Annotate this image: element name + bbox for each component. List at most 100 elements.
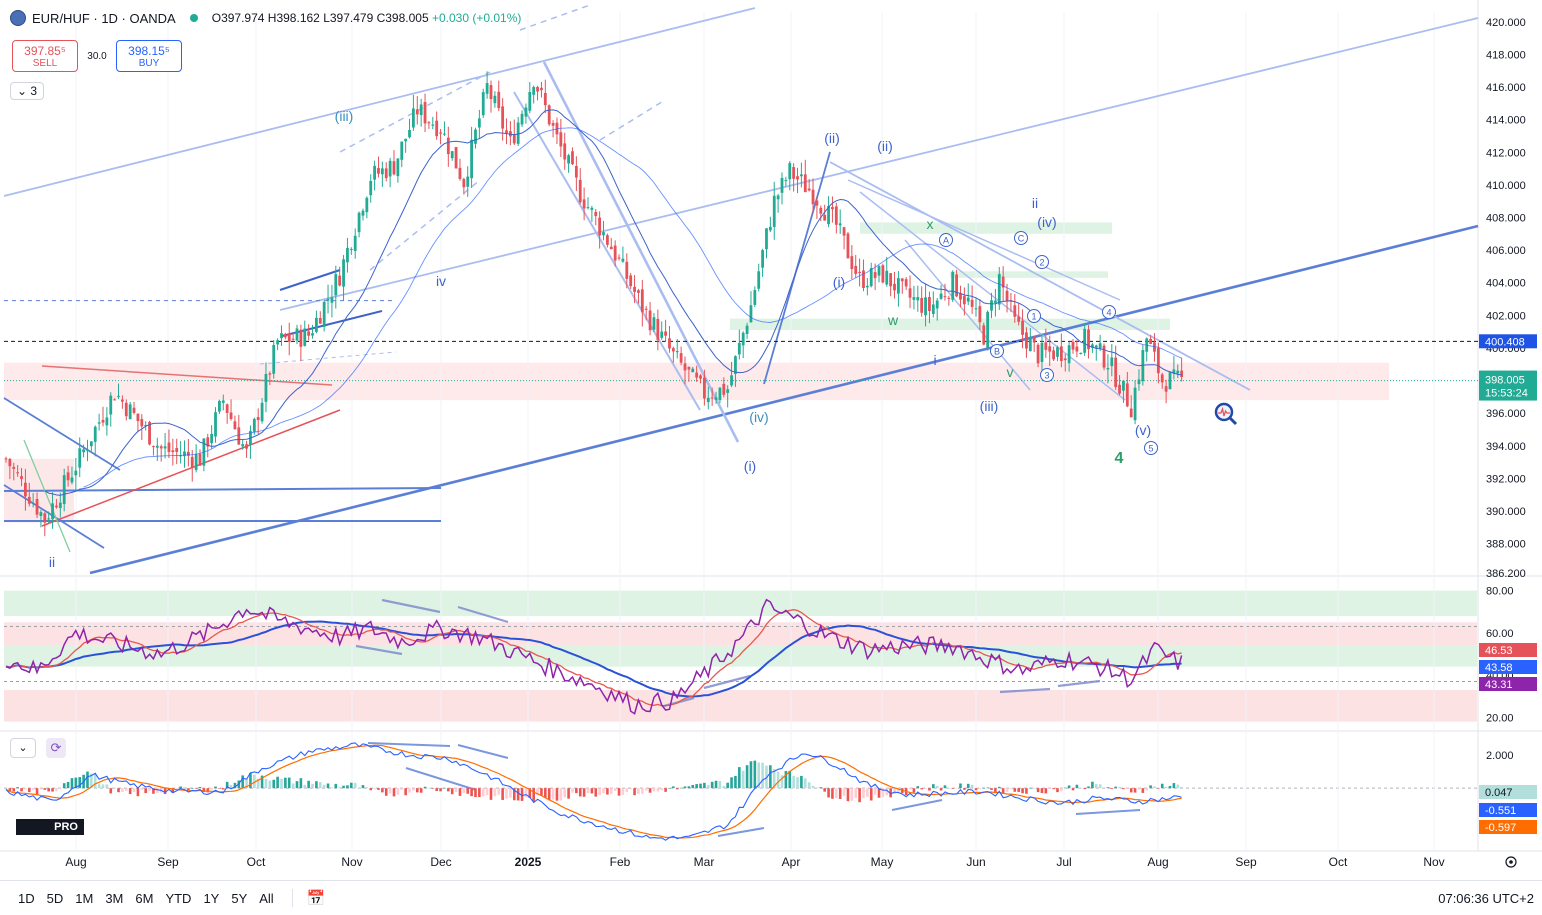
trend-line bbox=[3, 7, 756, 197]
sell-label: SELL bbox=[32, 57, 58, 69]
macd-histogram-bar bbox=[997, 786, 1001, 789]
range-button-6m[interactable]: 6M bbox=[135, 890, 154, 906]
divergence-line bbox=[405, 767, 477, 791]
candle-body bbox=[931, 304, 935, 314]
candle-body bbox=[501, 106, 505, 129]
macd-histogram-bar bbox=[928, 788, 931, 791]
macd-histogram-bar bbox=[602, 788, 605, 793]
candle-body bbox=[893, 283, 896, 291]
macd-tick-label: 2.000 bbox=[1486, 750, 1514, 762]
wave-label-circle bbox=[1014, 231, 1028, 245]
macd-histogram-bar bbox=[27, 788, 31, 793]
candle-body bbox=[730, 375, 733, 386]
range-button-3m[interactable]: 3M bbox=[105, 890, 124, 906]
range-button-5d[interactable]: 5D bbox=[46, 890, 64, 906]
time-tick-label: Aug bbox=[1147, 855, 1168, 869]
macd-histogram-bar bbox=[1137, 788, 1141, 790]
macd-histogram-bar bbox=[1149, 785, 1152, 789]
macd-histogram-bar bbox=[637, 788, 640, 794]
macd-histogram-bar bbox=[276, 776, 279, 789]
macd-histogram-bar bbox=[66, 781, 70, 789]
spread-value: 30.0 bbox=[87, 50, 107, 62]
candle-body bbox=[109, 395, 113, 415]
range-buttons: 1D 5D 1M 3M 6M YTD 1Y 5Y All bbox=[0, 891, 280, 906]
sell-button[interactable]: 397.85⁵ SELL bbox=[12, 40, 78, 72]
trend-line bbox=[89, 224, 1479, 575]
candle-body bbox=[70, 477, 74, 483]
macd-histogram-bar bbox=[912, 788, 916, 793]
macd-histogram-bar bbox=[318, 782, 322, 789]
candle-body bbox=[357, 212, 361, 233]
wave-label: (ii) bbox=[824, 130, 840, 146]
trend-line bbox=[3, 397, 121, 471]
indicators-toggle[interactable]: ⌄ 3 bbox=[10, 82, 45, 100]
clock[interactable]: 07:06:36 UTC+2 bbox=[1438, 890, 1534, 906]
macd-histogram-bar bbox=[1091, 781, 1094, 789]
range-button-5y[interactable]: 5Y bbox=[231, 890, 248, 906]
zoom-search-icon[interactable] bbox=[1214, 402, 1238, 426]
macd-histogram-bar bbox=[621, 788, 625, 795]
collapse-pane-button[interactable]: ⌄ bbox=[10, 738, 36, 758]
macd-histogram-bar bbox=[1126, 788, 1129, 790]
macd-histogram-bar bbox=[388, 788, 392, 794]
macd-histogram-bar bbox=[291, 783, 295, 789]
price-tick-label: 392.000 bbox=[1486, 473, 1526, 485]
candle-body bbox=[668, 338, 671, 349]
candle-body bbox=[47, 518, 51, 520]
range-button-1m[interactable]: 1M bbox=[75, 890, 94, 906]
range-button-1y[interactable]: 1Y bbox=[203, 890, 220, 906]
candle-body bbox=[280, 333, 283, 339]
candle-body bbox=[435, 120, 439, 137]
refresh-icon[interactable]: ⟳ bbox=[46, 738, 66, 758]
candle-body bbox=[671, 348, 675, 352]
candle-body bbox=[396, 158, 400, 177]
candle-body bbox=[679, 353, 683, 363]
macd-histogram-bar bbox=[924, 788, 927, 789]
macd-histogram-bar bbox=[497, 788, 501, 795]
candle-body bbox=[307, 331, 311, 336]
candle-body bbox=[353, 235, 357, 251]
symbol-title[interactable]: EUR/HUF · 1D · OANDA bbox=[32, 10, 176, 26]
candle-body bbox=[198, 454, 202, 466]
candle-body bbox=[315, 317, 318, 332]
candle-body bbox=[43, 513, 47, 523]
time-tick-label: Sep bbox=[1235, 855, 1257, 869]
wave-label: (i) bbox=[833, 274, 845, 290]
candle-body bbox=[477, 118, 481, 128]
candle-body bbox=[687, 366, 691, 370]
range-button-1d[interactable]: 1D bbox=[18, 890, 35, 906]
range-button-ytd[interactable]: YTD bbox=[165, 890, 192, 906]
candle-body bbox=[74, 470, 78, 476]
macd-histogram-bar bbox=[470, 788, 473, 797]
macd-histogram-bar bbox=[47, 788, 50, 792]
candle-body bbox=[737, 343, 741, 355]
trend-line bbox=[519, 4, 591, 31]
candle-body bbox=[1149, 338, 1152, 344]
candle-body bbox=[466, 176, 470, 187]
candle-body bbox=[827, 205, 830, 225]
macd-histogram-bar bbox=[664, 788, 667, 792]
candle-body bbox=[858, 271, 861, 273]
price-tick-label: 410.000 bbox=[1486, 180, 1526, 192]
candle-body bbox=[412, 108, 415, 128]
macd-histogram-bar bbox=[381, 788, 384, 793]
buy-button[interactable]: 398.15⁵ BUY bbox=[116, 40, 182, 72]
macd-histogram-bar bbox=[346, 785, 349, 789]
macd-histogram-bar bbox=[1071, 788, 1075, 791]
macd-histogram-bar bbox=[893, 788, 896, 794]
macd-histogram-bar bbox=[187, 788, 190, 790]
macd-histogram-bar bbox=[4, 788, 8, 789]
symbol-header: EUR/HUF · 1D · OANDA O397.974 H398.162 L… bbox=[10, 10, 521, 26]
candle-body bbox=[439, 132, 442, 134]
range-button-all[interactable]: All bbox=[259, 890, 274, 906]
time-tick-label: 2025 bbox=[515, 855, 542, 869]
dashed-level-badge-bg bbox=[1479, 334, 1537, 349]
calendar-icon[interactable]: 📅 bbox=[306, 890, 326, 907]
candle-body bbox=[183, 451, 186, 457]
candle-body bbox=[1005, 290, 1009, 302]
candle-body bbox=[935, 300, 939, 309]
macd-histogram-bar bbox=[978, 788, 982, 790]
macd-histogram-bar bbox=[563, 788, 567, 798]
macd-histogram-bar bbox=[253, 774, 256, 789]
